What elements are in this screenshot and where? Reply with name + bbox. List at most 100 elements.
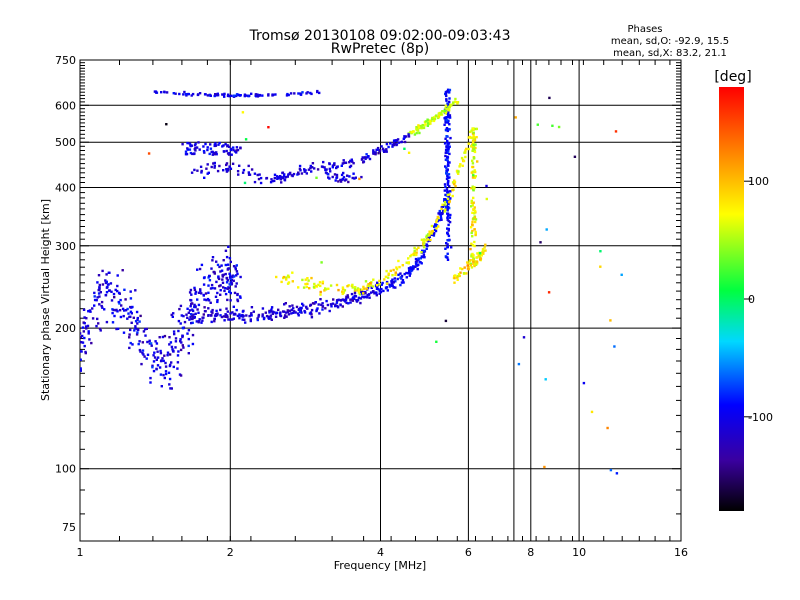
data-point [359, 297, 363, 300]
data-point [250, 312, 253, 315]
data-point [219, 293, 222, 296]
data-point [151, 366, 154, 369]
data-point [471, 259, 475, 262]
data-point [91, 307, 94, 310]
data-point [475, 260, 479, 263]
data-point [226, 310, 229, 313]
data-point [446, 174, 449, 177]
data-point [229, 167, 233, 170]
data-point [153, 90, 157, 93]
data-point [261, 313, 264, 316]
data-point [280, 280, 283, 284]
data-point [321, 305, 324, 308]
data-point [377, 152, 380, 155]
data-point [150, 344, 153, 347]
data-point [104, 281, 108, 285]
data-point [111, 311, 114, 315]
data-point [383, 149, 387, 152]
data-point [389, 142, 392, 145]
data-point [247, 171, 250, 174]
data-point [98, 288, 101, 291]
data-point [399, 283, 402, 287]
data-point [239, 296, 242, 299]
data-point [284, 314, 287, 317]
data-point [383, 150, 386, 153]
data-point [236, 314, 240, 318]
data-point [226, 268, 229, 271]
data-point [394, 273, 397, 276]
data-point [203, 298, 206, 301]
data-point [304, 282, 307, 286]
data-point [179, 338, 182, 341]
data-point [362, 292, 365, 295]
data-point [172, 92, 175, 95]
data-point [90, 341, 93, 345]
data-point [473, 176, 476, 179]
data-point [448, 152, 451, 156]
data-point [101, 269, 104, 273]
data-point [476, 252, 479, 255]
data-point [355, 299, 358, 302]
data-point [231, 311, 234, 314]
data-point [218, 164, 221, 168]
data-point [548, 96, 551, 100]
data-point [402, 137, 405, 140]
data-point [284, 176, 288, 179]
data-point [437, 114, 441, 118]
data-point [96, 317, 99, 321]
data-point [408, 269, 411, 272]
data-point [446, 258, 450, 261]
data-point [233, 291, 237, 295]
data-point [311, 162, 315, 165]
data-point [93, 291, 96, 295]
data-point [142, 330, 146, 333]
data-point [339, 303, 342, 306]
data-point [453, 276, 456, 280]
data-point [303, 170, 306, 173]
data-point [300, 172, 304, 175]
data-point [308, 287, 311, 290]
data-point [281, 176, 285, 180]
data-point [141, 352, 144, 355]
data-point [445, 166, 448, 169]
data-point [98, 283, 101, 287]
y-tick-label: 500 [55, 136, 76, 149]
data-point [235, 308, 238, 312]
data-point [117, 300, 120, 304]
data-point [213, 143, 216, 146]
data-point [448, 97, 451, 100]
data-point [469, 264, 472, 267]
data-point [198, 267, 202, 271]
data-point [367, 293, 370, 296]
data-point [449, 213, 452, 217]
data-point [368, 296, 371, 299]
data-point [134, 325, 137, 328]
data-point [193, 288, 197, 292]
data-point [226, 167, 230, 171]
data-point [227, 169, 230, 172]
data-point [362, 285, 365, 289]
colorbar-tick-label: 0 [748, 293, 755, 306]
data-point [471, 176, 475, 179]
data-point [358, 177, 361, 181]
data-point [87, 310, 90, 313]
data-point [180, 341, 183, 344]
data-point [466, 264, 469, 267]
data-point [213, 272, 216, 275]
data-point [446, 156, 450, 159]
data-point [160, 91, 163, 94]
data-point [267, 94, 270, 97]
data-point [522, 336, 526, 339]
data-point [582, 381, 586, 385]
data-point [478, 255, 482, 259]
data-point [227, 263, 230, 266]
data-point [235, 274, 238, 277]
data-point [228, 272, 231, 275]
data-point [447, 103, 451, 106]
data-point [471, 220, 474, 224]
data-point [194, 290, 198, 294]
data-point [443, 123, 446, 126]
data-point [192, 152, 196, 156]
data-point [270, 178, 273, 181]
data-point [213, 320, 216, 323]
